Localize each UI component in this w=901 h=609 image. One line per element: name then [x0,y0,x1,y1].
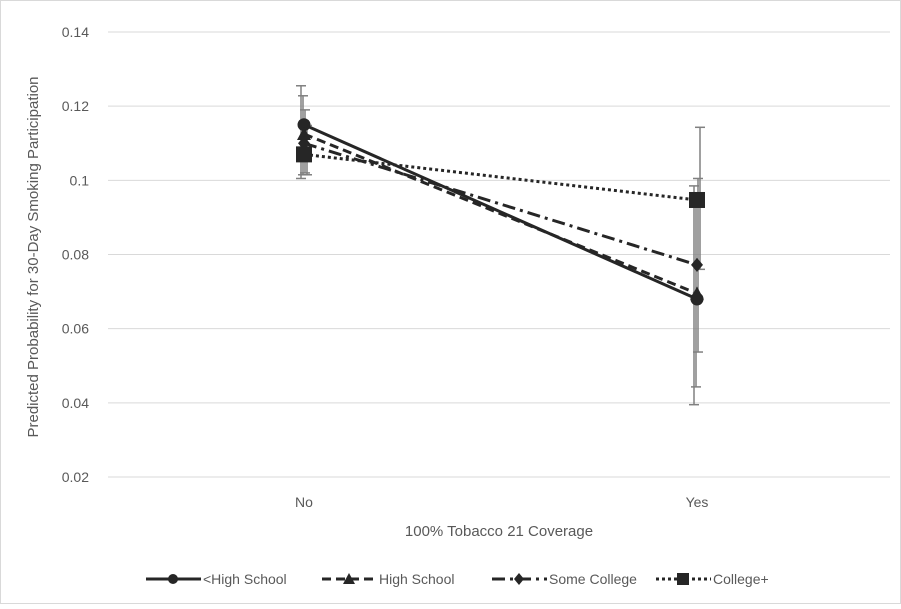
data-point-circle [297,118,311,132]
legend-label: Some College [549,571,637,587]
legend: <High School High School Some College Colle… [146,571,769,587]
series-line-0 [303,123,698,301]
data-point-triangle [297,126,311,140]
series-line-2 [303,141,698,267]
data-point-triangle [690,286,704,300]
x-tick-label: Yes [686,494,709,510]
y-tick-label: 0.02 [62,469,89,485]
y-axis-title: Predicted Probability for 30-Day Smoking… [25,76,42,437]
y-tick-label: 0.12 [62,98,89,114]
legend-label: High School [379,571,455,587]
x-tick-label: No [295,494,313,510]
data-point-diamond [691,257,703,272]
data-point-square [689,191,705,208]
x-axis-title: 100% Tobacco 21 Coverage [405,523,593,540]
legend-marker-diamond [514,573,524,585]
legend-marker-circle [168,574,178,584]
data-point-square [296,146,312,163]
y-tick-label: 0.08 [62,247,89,263]
y-tick-label: 0.1 [70,172,90,188]
series-line-1 [303,132,698,295]
y-tick-label: 0.14 [62,24,89,40]
legend-label: <High School [203,571,287,587]
legend-label: College+ [713,571,769,587]
y-tick-label: 0.04 [62,395,89,411]
legend-marker-square [677,573,689,585]
y-tick-label: 0.06 [62,321,89,337]
legend-marker-triangle [343,573,355,584]
